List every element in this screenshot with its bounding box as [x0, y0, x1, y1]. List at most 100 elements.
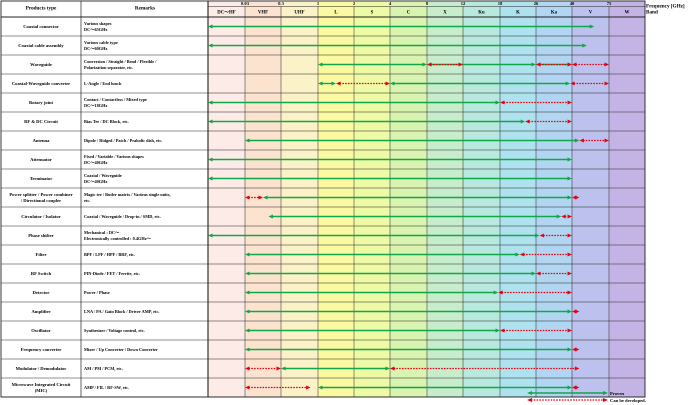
arrowhead-right	[385, 81, 390, 86]
arrowhead-right	[567, 233, 572, 238]
product-type-label: Circulator / Isolator	[21, 214, 60, 219]
legend: Proven Can be developed.	[527, 391, 646, 403]
arrowhead-left	[336, 81, 341, 86]
band-label: L	[334, 11, 337, 16]
product-type-label: Antenna	[33, 138, 51, 143]
arrowhead-right	[422, 62, 427, 67]
arrowhead-left	[390, 366, 395, 371]
arrowhead-left	[500, 328, 505, 333]
arrowhead-right	[567, 385, 572, 390]
arrowhead-right	[458, 62, 463, 67]
band-label: V	[589, 11, 593, 16]
remarks-text: Various cable type	[84, 40, 118, 45]
arrowhead-left	[500, 100, 505, 105]
band-column-4	[354, 1, 390, 397]
legend-dev-label: Can be developed.	[610, 398, 646, 403]
product-type-label: Waveguide	[30, 62, 52, 67]
frequency-tick-label: 2	[353, 1, 356, 6]
remarks-text: Coaxial / Waveguide / Drop-in / SMD, etc…	[84, 214, 161, 219]
frequency-tick-label: 4	[389, 1, 392, 6]
arrowhead-left	[208, 233, 213, 238]
arrowhead-right	[567, 252, 572, 257]
band-label: C	[407, 11, 411, 16]
arrowhead-left	[579, 138, 584, 143]
arrowhead-left	[245, 138, 250, 143]
arrowhead-left	[208, 24, 213, 29]
arrowhead-left	[245, 195, 250, 200]
arrowhead-left	[390, 81, 395, 86]
arrowhead-left	[208, 100, 213, 105]
arrowhead-right	[567, 309, 572, 314]
remarks-text: Power / Phase	[84, 290, 110, 295]
band-column-7	[463, 1, 500, 397]
arrowhead-left	[245, 385, 250, 390]
frequency-tick-label: 18	[498, 1, 503, 6]
arrowhead-right	[574, 138, 580, 143]
product-type-label: Microwave Integrated Circuit	[12, 382, 71, 387]
band-column-2	[281, 1, 318, 397]
band-axis-label: Band	[646, 10, 658, 16]
arrowhead-right	[574, 195, 580, 200]
remarks-text: LNA / PA / Gain Block / Driver AMP, etc.	[84, 309, 159, 314]
arrowhead-right	[495, 100, 500, 105]
product-type-label: RF Switch	[31, 271, 52, 276]
arrowhead-right	[574, 385, 580, 390]
frequency-tick-label: 0.03	[241, 1, 250, 6]
frequency-unit-label: Frequency [GHz]	[646, 4, 685, 10]
arrowhead-left	[208, 157, 213, 162]
arrowhead-left	[245, 252, 250, 257]
band-column-11	[609, 1, 645, 397]
arrowhead-left	[245, 347, 250, 352]
arrowhead-right	[567, 176, 572, 181]
arrowhead-right	[520, 119, 526, 124]
arrowhead-right	[258, 195, 263, 200]
arrowhead-right	[567, 119, 572, 124]
product-type-label: Attenuator	[30, 157, 52, 162]
remarks-text: Conversion / Straight / Bend / Flexible …	[84, 59, 157, 64]
arrowhead-left	[245, 271, 250, 276]
arrowhead-right	[589, 24, 595, 29]
band-column-5	[390, 1, 427, 397]
arrowhead-right	[331, 81, 336, 86]
arrowhead-right	[385, 366, 390, 371]
remarks-text: L-Angle / End lunch	[84, 81, 122, 86]
arrowhead-left	[539, 233, 545, 238]
arrowhead-right	[604, 138, 609, 143]
arrowhead-right	[567, 100, 572, 105]
band-label: VHF	[258, 11, 268, 16]
arrowhead-left	[268, 214, 273, 219]
arrowhead-left	[245, 328, 250, 333]
remarks-text: DC〜40GHz	[84, 179, 107, 184]
remarks-text: AM / PM / PCM, etc.	[84, 366, 123, 371]
remarks-text: DC〜18GHz	[84, 103, 107, 108]
product-type-label: Coaxial-Waveguide converter	[12, 81, 70, 86]
arrowhead-right	[574, 309, 580, 314]
band-column-10	[572, 1, 609, 397]
arrowhead-left	[572, 62, 577, 67]
arrowhead-left	[208, 176, 213, 181]
product-type-label: Amplifire	[31, 309, 50, 314]
band-label: K	[516, 11, 520, 16]
remarks-text: Polarization separator, etc.	[84, 65, 133, 70]
legend-proven-arrowhead-left	[527, 391, 532, 395]
band-label: Ka	[551, 11, 558, 16]
products-type-header: Products type	[26, 6, 57, 12]
band-columns	[208, 1, 645, 397]
remarks-text: Mixer / Up Converter / Down Converter	[84, 347, 158, 352]
arrowhead-left	[536, 62, 541, 67]
arrowhead-right	[493, 290, 499, 295]
arrowhead-left	[536, 271, 541, 276]
legend-dev-arrowhead-right	[603, 398, 608, 402]
arrowhead-left	[263, 195, 268, 200]
band-column-3	[318, 1, 354, 397]
product-type-label: Coaxial connector	[23, 24, 59, 29]
arrowhead-left	[245, 309, 250, 314]
remarks-text: Synthesizer / Voltage control, etc.	[84, 328, 145, 333]
band-column-6	[427, 1, 463, 397]
arrowhead-right	[567, 157, 572, 162]
frequency-tick-label: 0.3	[278, 1, 284, 6]
band-column-0	[208, 1, 245, 397]
arrowhead-right	[574, 347, 580, 352]
